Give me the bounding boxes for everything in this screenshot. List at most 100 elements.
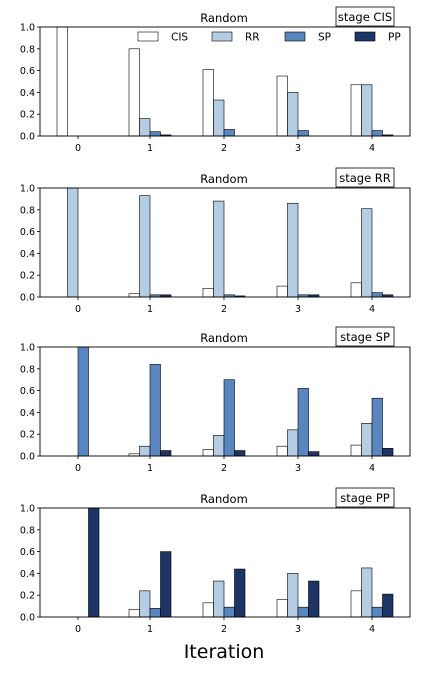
plot-frame xyxy=(39,507,411,618)
bar-sp-4 xyxy=(371,606,383,618)
stage-label-box xyxy=(335,487,395,508)
y-tick-label: 0.2 xyxy=(20,110,35,121)
bar-cis-4 xyxy=(350,282,362,298)
y-tick-label: 0.4 xyxy=(20,569,35,580)
bar-cis-2 xyxy=(202,69,214,137)
x-tick-label: 0 xyxy=(75,304,81,315)
stage-label-box xyxy=(335,167,395,188)
stage-label-text: stage SP xyxy=(340,330,390,344)
panel-2: Random stage RR 0.0 0.2 0.4 0.6 0.8 1.0 0 1 2 3 4 xyxy=(20,167,411,315)
y-tick-label: 0.6 xyxy=(20,547,35,558)
x-tick-label: 3 xyxy=(295,304,301,315)
y-tick-label: 1.0 xyxy=(20,184,35,195)
x-axis-label: Iteration xyxy=(184,641,265,663)
bar-cis-1 xyxy=(128,609,140,618)
x-tick-label: 3 xyxy=(295,463,301,474)
bar-rr-2 xyxy=(213,99,225,137)
bar-rr-4 xyxy=(361,422,373,457)
panel-title: Random xyxy=(200,11,248,25)
bar-sp-2 xyxy=(223,129,235,137)
y-tick-label: 0.8 xyxy=(20,364,35,375)
bar-rr-0 xyxy=(67,187,79,298)
x-tick-label: 3 xyxy=(295,624,301,635)
stage-label: stage RR xyxy=(335,167,395,188)
y-tick-label: 0.0 xyxy=(20,613,35,624)
bar-pp-0 xyxy=(88,507,100,618)
legend-swatch-rr xyxy=(211,31,233,42)
bar-cis-3 xyxy=(276,285,288,298)
x-tick-label: 0 xyxy=(75,463,81,474)
bar-pp-2 xyxy=(234,568,246,618)
bar-pp-3 xyxy=(308,451,320,457)
x-tick-label: 0 xyxy=(75,143,81,154)
stage-label-box xyxy=(335,326,395,347)
bar-pp-2 xyxy=(234,450,246,457)
x-tick-label: 2 xyxy=(221,143,227,154)
x-tick-label: 3 xyxy=(295,143,301,154)
x-tick-label: 1 xyxy=(147,143,153,154)
bar-pp-4 xyxy=(382,593,394,618)
bar-sp-3 xyxy=(297,388,309,457)
bar-rr-3 xyxy=(287,573,299,618)
y-tick-label: 0.8 xyxy=(20,525,35,536)
bar-rr-3 xyxy=(287,202,299,298)
y-tick-label: 1.0 xyxy=(20,504,35,515)
legend-swatch-sp xyxy=(284,31,306,42)
bar-pp-1 xyxy=(160,551,172,618)
bar-rr-2 xyxy=(213,580,225,618)
y-tick-label: 0.4 xyxy=(20,249,35,260)
y-tick-label: 0.6 xyxy=(20,386,35,397)
stage-label-box xyxy=(335,6,395,27)
x-tick-label: 2 xyxy=(221,463,227,474)
y-tick-label: 0.8 xyxy=(20,44,35,55)
x-tick-label: 1 xyxy=(147,624,153,635)
bar-cis-1 xyxy=(128,293,140,298)
panel-4: Random stage PP 0.0 0.2 0.4 0.6 0.8 1.0 0 1 2 3 4 xyxy=(20,487,411,635)
panel-1: Random stage CIS 0.0 0.2 0.4 0.6 0.8 1.0 0 1 2 3 4 CI… xyxy=(20,6,411,154)
stage-label-text: stage PP xyxy=(340,491,390,505)
x-tick-label: 2 xyxy=(221,624,227,635)
legend-swatch-pp xyxy=(354,31,376,42)
panel-title: Random xyxy=(200,172,248,186)
y-tick-label: 0.0 xyxy=(20,132,35,143)
bar-cis-1 xyxy=(128,48,140,137)
bar-cis-3 xyxy=(276,599,288,618)
bar-sp-4 xyxy=(371,397,383,457)
plot-frame xyxy=(39,26,411,137)
bar-cis-4 xyxy=(350,84,362,137)
bar-cis-2 xyxy=(202,287,214,298)
panel-3: Random stage SP 0.0 0.2 0.4 0.6 0.8 1.0 0 1 2 3 4 xyxy=(20,326,411,474)
stage-label-text: stage RR xyxy=(339,171,391,185)
stage-label: stage CIS xyxy=(335,6,395,27)
bar-sp-4 xyxy=(371,130,383,137)
y-tick-label: 1.0 xyxy=(20,343,35,354)
legend: CIS RR SP PP xyxy=(137,31,401,44)
legend-label-rr: RR xyxy=(245,32,260,44)
y-tick-label: 1.0 xyxy=(20,23,35,34)
bar-sp-4 xyxy=(371,292,383,298)
bar-cis-2 xyxy=(202,449,214,457)
y-tick-label: 0.0 xyxy=(20,452,35,463)
bar-rr-1 xyxy=(139,118,151,137)
bar-cis-3 xyxy=(276,75,288,137)
bar-cis-4 xyxy=(350,444,362,457)
x-tick-label: 1 xyxy=(147,304,153,315)
y-tick-label: 0.0 xyxy=(20,293,35,304)
bar-rr-4 xyxy=(361,208,373,298)
y-tick-label: 0.4 xyxy=(20,408,35,419)
stage-label: stage SP xyxy=(335,326,395,347)
bar-pp-3 xyxy=(308,580,320,618)
y-tick-label: 0.6 xyxy=(20,227,35,238)
bar-sp-2 xyxy=(223,379,235,457)
plot-frame xyxy=(39,187,411,298)
legend-label-cis: CIS xyxy=(171,32,188,44)
bar-rr-3 xyxy=(287,92,299,137)
bar-rr-2 xyxy=(213,434,225,457)
legend-label-sp: SP xyxy=(318,32,331,44)
bar-rr-4 xyxy=(361,567,373,618)
y-tick-label: 0.6 xyxy=(20,66,35,77)
stage-label: stage PP xyxy=(335,487,395,508)
y-tick-label: 0.2 xyxy=(20,591,35,602)
bar-sp-2 xyxy=(223,606,235,618)
